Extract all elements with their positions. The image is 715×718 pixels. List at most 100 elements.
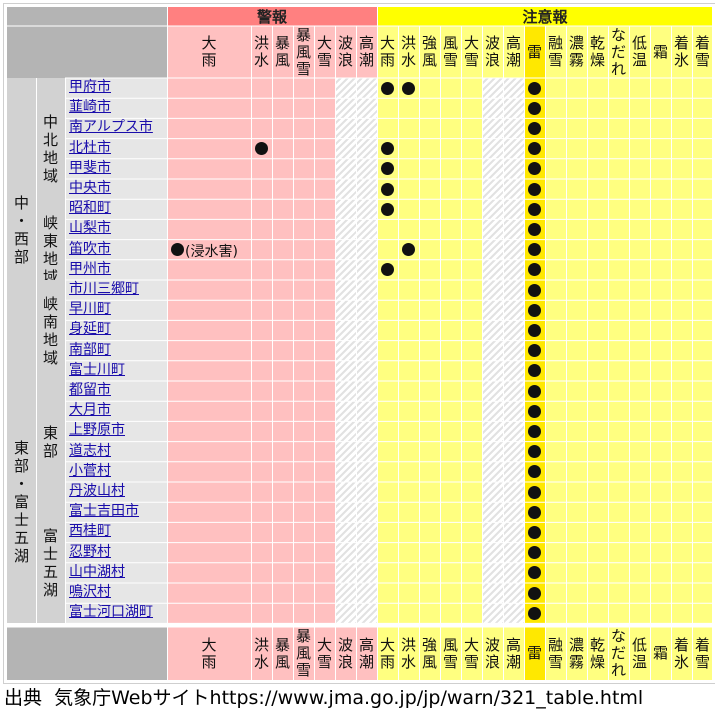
status-cell	[251, 118, 272, 139]
status-cell	[356, 461, 377, 482]
status-cell	[608, 280, 629, 301]
status-cell	[461, 461, 482, 482]
municipality-link[interactable]: 富士吉田市	[65, 502, 167, 523]
municipality-link[interactable]: 上野原市	[65, 421, 167, 442]
status-cell	[272, 522, 293, 543]
status-cell	[608, 360, 629, 381]
municipality-link[interactable]: 南部町	[65, 340, 167, 361]
status-cell	[461, 239, 482, 260]
status-cell	[671, 381, 692, 402]
status-cell	[461, 179, 482, 200]
column-header-char: 暴	[274, 34, 290, 52]
municipality-link[interactable]: 忍野村	[65, 542, 167, 563]
status-cell	[251, 421, 272, 442]
status-cell	[398, 78, 419, 99]
status-cell	[629, 603, 650, 624]
status-cell	[524, 259, 545, 280]
status-cell	[524, 138, 545, 159]
status-cell	[524, 461, 545, 482]
status-cell	[461, 219, 482, 240]
municipality-link[interactable]: 笛吹市	[65, 239, 167, 260]
status-cell	[419, 280, 440, 301]
municipality-link[interactable]: 富士河口湖町	[65, 603, 167, 624]
column-header-char: 水	[253, 652, 269, 671]
status-cell	[524, 482, 545, 503]
column-header-char: 雨	[201, 51, 217, 69]
status-cell	[629, 78, 650, 99]
status-cell	[356, 199, 377, 220]
status-cell	[293, 179, 314, 200]
status-cell	[293, 583, 314, 604]
municipality-link[interactable]: 道志村	[65, 441, 167, 462]
active-status-dot-icon	[528, 546, 541, 560]
active-status-dot-icon	[528, 283, 541, 297]
municipality-link[interactable]: 山梨市	[65, 219, 167, 240]
municipality-link[interactable]: 身延町	[65, 320, 167, 341]
column-header-char: 浪	[484, 51, 500, 69]
status-cell	[482, 603, 503, 624]
status-cell	[377, 118, 398, 139]
status-cell	[293, 522, 314, 543]
status-cell	[587, 239, 608, 260]
status-cell	[167, 441, 251, 462]
status-cell	[566, 179, 587, 200]
status-cell	[335, 340, 356, 361]
municipality-link[interactable]: 西桂町	[65, 522, 167, 543]
status-cell	[608, 98, 629, 119]
active-status-dot-icon	[528, 243, 541, 257]
active-status-dot-icon	[528, 121, 541, 135]
status-cell	[272, 98, 293, 119]
municipality-link[interactable]: 都留市	[65, 381, 167, 402]
municipality-link[interactable]: 昭和町	[65, 199, 167, 220]
municipality-link[interactable]: 南アルプス市	[65, 118, 167, 139]
municipality-link[interactable]: 鳴沢村	[65, 583, 167, 604]
status-cell	[545, 401, 566, 422]
column-header-char: 潮	[505, 652, 521, 671]
municipality-link[interactable]: 市川三郷町	[65, 280, 167, 301]
status-cell	[335, 259, 356, 280]
status-cell	[167, 138, 251, 159]
status-cell	[461, 522, 482, 543]
municipality-link[interactable]: 北杜市	[65, 138, 167, 159]
status-cell	[566, 118, 587, 139]
status-cell	[587, 199, 608, 220]
municipality-link[interactable]: 韮崎市	[65, 98, 167, 119]
column-header-char: 霜	[652, 644, 668, 662]
municipality-link[interactable]: 大月市	[65, 401, 167, 422]
status-cell	[566, 78, 587, 99]
status-cell	[671, 179, 692, 200]
status-cell	[482, 381, 503, 402]
status-cell	[356, 98, 377, 119]
column-header-w-heavy-snow-bottom: 大雪	[314, 627, 335, 680]
status-cell	[167, 98, 251, 119]
status-cell	[587, 360, 608, 381]
column-header-a-heavy-snow-top: 大雪	[461, 26, 482, 78]
column-header-char: 雪	[547, 652, 563, 671]
status-cell	[503, 583, 524, 604]
active-status-dot-icon	[171, 243, 184, 257]
municipality-link[interactable]: 小菅村	[65, 461, 167, 482]
municipality-link[interactable]: 早川町	[65, 300, 167, 321]
status-cell	[398, 583, 419, 604]
status-cell	[398, 562, 419, 583]
status-cell	[356, 542, 377, 563]
status-cell	[461, 98, 482, 119]
status-cell	[293, 78, 314, 99]
status-cell	[251, 199, 272, 220]
status-cell	[440, 219, 461, 240]
municipality-link[interactable]: 甲州市	[65, 259, 167, 280]
status-cell	[608, 583, 629, 604]
municipality-link[interactable]: 甲斐市	[65, 158, 167, 179]
status-cell	[167, 542, 251, 563]
municipality-link[interactable]: 丹波山村	[65, 482, 167, 503]
status-cell	[251, 340, 272, 361]
municipality-link[interactable]: 富士川町	[65, 360, 167, 381]
column-header-char: 雪	[463, 51, 479, 69]
municipality-link[interactable]: 山中湖村	[65, 562, 167, 583]
status-cell	[356, 158, 377, 179]
status-cell	[503, 280, 524, 301]
municipality-link[interactable]: 甲府市	[65, 78, 167, 99]
municipality-link[interactable]: 中央市	[65, 179, 167, 200]
status-cell	[167, 259, 251, 280]
column-header-char: 着	[694, 34, 710, 52]
